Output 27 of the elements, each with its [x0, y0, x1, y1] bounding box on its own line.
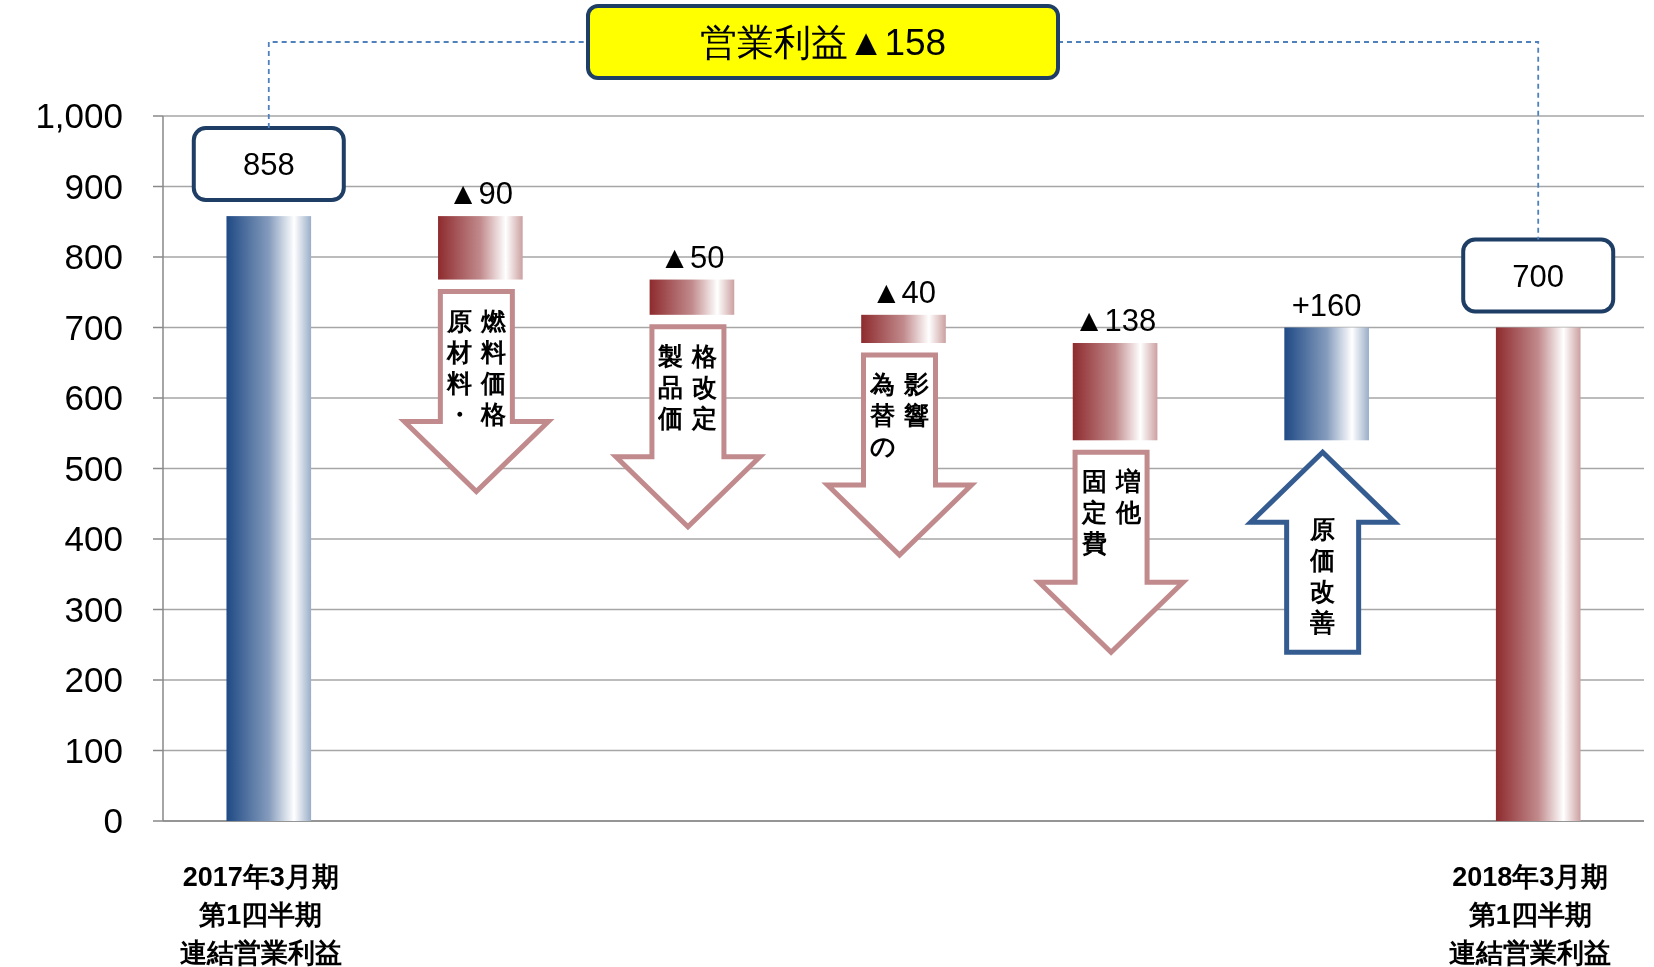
arrow: 製品価格改定 [609, 324, 767, 531]
y-tick-label: 200 [64, 660, 123, 699]
x-tick-label: 2018年3月期第1四半期連結営業利益 [1449, 862, 1612, 967]
y-tick-label: 400 [64, 519, 123, 558]
y-tick-label: 1,000 [35, 96, 123, 135]
arrow: 為替の影響 [821, 352, 978, 559]
y-tick-label: 100 [64, 730, 123, 770]
x-tick-label: 原価改善 [1309, 514, 1336, 639]
chart-title: 営業利益▲158 [699, 22, 947, 63]
y-tick-label: 800 [64, 237, 123, 276]
data-label: 858 [242, 147, 295, 183]
x-tick-label: 2017年3月期第1四半期連結営業利益 [179, 862, 342, 967]
y-tick-label: 0 [103, 801, 123, 840]
y-tick-label: 500 [64, 448, 123, 488]
data-label: 700 [1512, 258, 1565, 294]
data-label: ▲90 [447, 176, 513, 212]
y-tick-label: 900 [64, 166, 123, 206]
data-label: ▲50 [659, 239, 725, 275]
y-tick-label: 600 [64, 378, 123, 417]
arrow: 固定費増他 [1032, 449, 1190, 656]
data-label: ▲138 [1073, 303, 1157, 339]
arrow: 原材料・燃料価格 [398, 289, 555, 496]
arrow: 原価改善 [1244, 448, 1401, 655]
data-label: ▲40 [870, 274, 937, 310]
y-tick-label: 700 [64, 307, 123, 347]
y-tick-label: 300 [64, 589, 123, 629]
data-label: +160 [1291, 287, 1362, 323]
